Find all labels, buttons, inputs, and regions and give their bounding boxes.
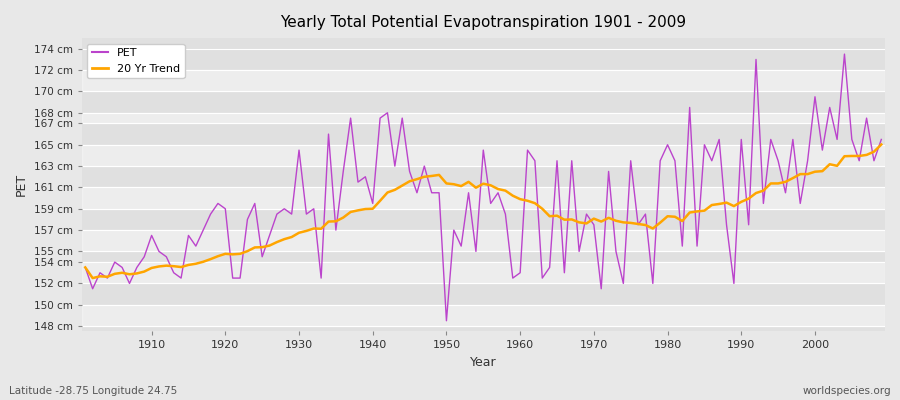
Text: worldspecies.org: worldspecies.org bbox=[803, 386, 891, 396]
Bar bbox=[82, 188, 885, 209]
Bar bbox=[82, 145, 885, 166]
Bar bbox=[82, 305, 885, 326]
Bar bbox=[82, 262, 885, 284]
Y-axis label: PET: PET bbox=[15, 173, 28, 196]
Text: Latitude -28.75 Longitude 24.75: Latitude -28.75 Longitude 24.75 bbox=[9, 386, 177, 396]
Bar bbox=[82, 230, 885, 252]
X-axis label: Year: Year bbox=[470, 356, 497, 369]
Title: Yearly Total Potential Evapotranspiration 1901 - 2009: Yearly Total Potential Evapotranspiratio… bbox=[280, 15, 687, 30]
Legend: PET, 20 Yr Trend: PET, 20 Yr Trend bbox=[87, 44, 184, 78]
Bar bbox=[82, 70, 885, 92]
Bar bbox=[82, 113, 885, 124]
